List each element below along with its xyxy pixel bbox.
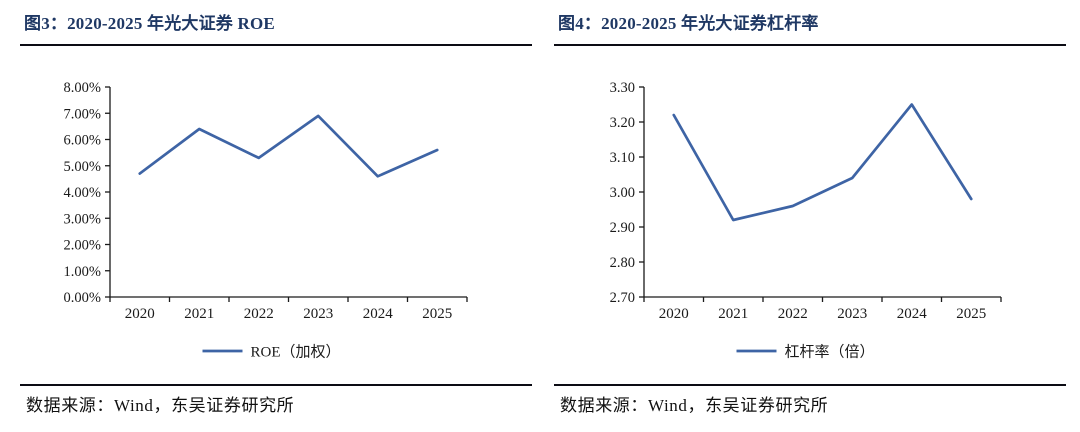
x-tick-label: 2020 [125, 306, 155, 322]
figure-roe-title: 图3：2020-2025 年光大证券 ROE [24, 14, 275, 33]
y-tick-label: 2.80 [610, 255, 635, 271]
source-overline [20, 384, 532, 386]
x-tick-label: 2025 [422, 306, 452, 322]
y-tick-label: 0.00% [64, 290, 101, 306]
y-tick-label: 3.20 [610, 115, 635, 131]
x-tick-label: 2023 [303, 306, 333, 322]
figure-leverage-title: 图4：2020-2025 年光大证券杠杆率 [558, 14, 819, 33]
y-tick-label: 7.00% [64, 106, 101, 122]
y-tick-label: 3.00% [64, 211, 101, 227]
figure-leverage-source: 数据来源：Wind，东吴证券研究所 [560, 396, 829, 415]
y-tick-label: 3.10 [610, 150, 635, 166]
figure-leverage: 图4：2020-2025 年光大证券杠杆率 2.70 2.80 2.90 3.00 3.… [554, 4, 1066, 432]
figure-roe-source: 数据来源：Wind，东吴证券研究所 [26, 396, 295, 415]
y-tick-label: 4.00% [64, 185, 101, 201]
legend-label: ROE（加权） [251, 344, 341, 361]
y-tick-label: 2.00% [64, 238, 101, 254]
y-tick-label: 8.00% [64, 80, 101, 96]
title-underline [20, 44, 532, 46]
x-tick-label: 2021 [718, 306, 748, 322]
x-tick-label: 2020 [659, 306, 689, 322]
series-line [672, 103, 973, 222]
y-tick-label: 3.30 [610, 80, 635, 96]
series-line [138, 114, 439, 178]
figure-roe: 图3：2020-2025 年光大证券 ROE 0.00% 1.00% 2.00% 3.… [20, 4, 532, 432]
y-tick-label: 3.00 [610, 185, 635, 201]
x-tick-label: 2025 [956, 306, 986, 322]
leverage-line-chart: 2.70 2.80 2.90 3.00 3.10 3.20 3.30 2020 2021 2022… [610, 80, 1002, 361]
y-tick-label: 2.70 [610, 290, 635, 306]
source-overline [554, 384, 1066, 386]
y-tick-label: 1.00% [64, 264, 101, 280]
y-tick-label: 6.00% [64, 133, 101, 149]
legend-label: 杠杆率（倍） [785, 344, 875, 361]
x-tick-label: 2022 [778, 306, 808, 322]
x-tick-label: 2023 [837, 306, 867, 322]
x-tick-label: 2024 [363, 306, 394, 322]
x-tick-label: 2021 [184, 306, 214, 322]
x-tick-label: 2022 [244, 306, 274, 322]
x-tick-label: 2024 [897, 306, 928, 322]
roe-line-chart: 0.00% 1.00% 2.00% 3.00% 4.00% 5.00% 6.00% 7.00%… [64, 80, 468, 361]
title-underline [554, 44, 1066, 46]
y-tick-label: 2.90 [610, 220, 635, 236]
y-tick-label: 5.00% [64, 159, 101, 175]
